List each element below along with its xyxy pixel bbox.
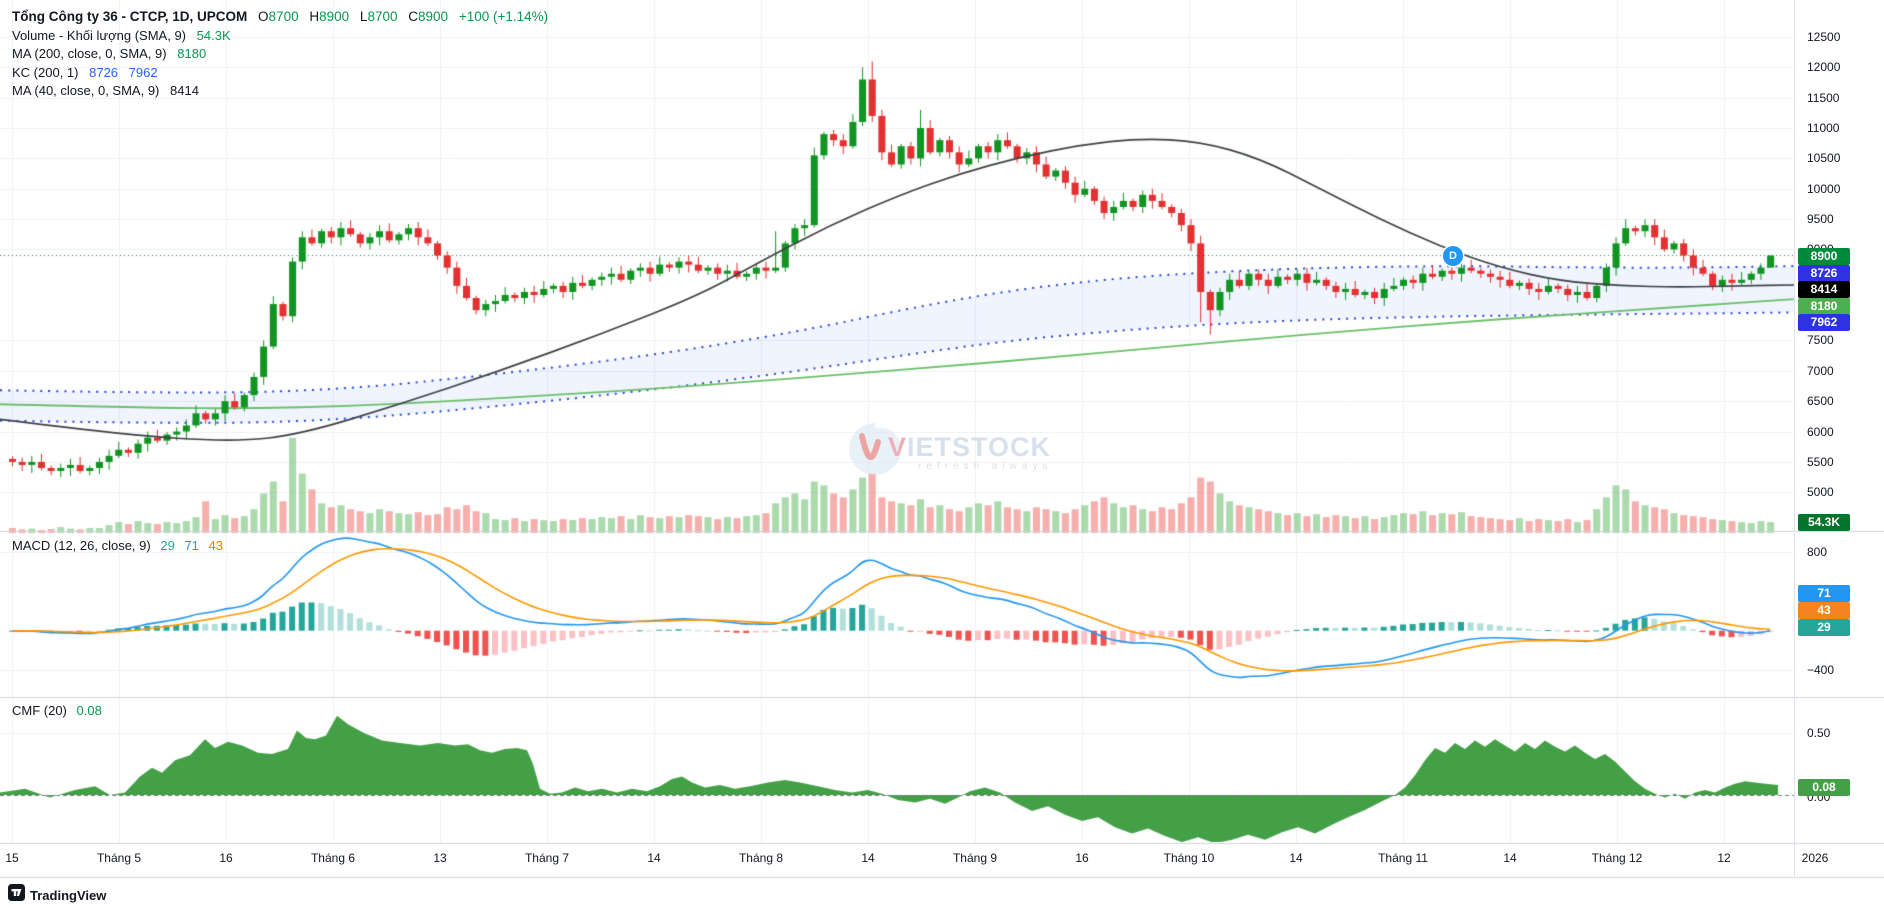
axis-price-badge: 8180 bbox=[1798, 297, 1850, 315]
axis-tick-label: 10000 bbox=[1807, 182, 1841, 196]
price-axis[interactable]: 1250012000115001100010500100009500900075… bbox=[1794, 0, 1884, 877]
axis-tick-label: 10500 bbox=[1807, 151, 1841, 165]
time-axis-label: Tháng 12 bbox=[1591, 851, 1643, 865]
macd-line-value: 71 bbox=[184, 538, 199, 553]
time-axis-label: Tháng 5 bbox=[96, 851, 142, 865]
low-label: L bbox=[359, 9, 368, 24]
kc-upper-value: 8726 bbox=[89, 64, 119, 80]
ma40-label: MA (40, close, 0, SMA, 9) bbox=[12, 83, 160, 98]
cmf-legend[interactable]: CMF (20) 0.08 bbox=[12, 703, 102, 718]
time-axis-label: 14 bbox=[647, 851, 661, 865]
time-axis-label: Tháng 8 bbox=[738, 851, 784, 865]
axis-tick-label: 5500 bbox=[1807, 455, 1834, 469]
tradingview-brand: TradingView bbox=[30, 887, 107, 903]
time-axis-label: 16 bbox=[219, 851, 233, 865]
macd-label: MACD (12, 26, close, 9) bbox=[12, 538, 151, 553]
axis-tick-label: 5000 bbox=[1807, 485, 1834, 499]
time-axis-label: 2026 bbox=[1801, 851, 1829, 865]
high-value: 8900 bbox=[319, 9, 350, 24]
ma40-value: 8414 bbox=[170, 83, 199, 98]
tradingview-logo-icon bbox=[8, 884, 25, 906]
close-value: 8900 bbox=[418, 9, 449, 24]
axis-tick-label: −400 bbox=[1807, 663, 1835, 677]
axis-tick-label: 12500 bbox=[1807, 30, 1841, 44]
macd-hist-value: 29 bbox=[160, 538, 175, 553]
dividend-marker[interactable]: D bbox=[1443, 246, 1463, 266]
volume-label: Volume - Khối lượng (SMA, 9) bbox=[12, 27, 187, 43]
volume-legend-row[interactable]: Volume - Khối lượng (SMA, 9) 54.3K bbox=[12, 27, 548, 46]
axis-tick-label: 7000 bbox=[1807, 364, 1834, 378]
axis-price-badge: 7962 bbox=[1798, 313, 1850, 331]
symbol-legend[interactable]: Tổng Công ty 36 - CTCP, 1D, UPCOM O8700 … bbox=[12, 8, 548, 101]
axis-price-badge: 54.3K bbox=[1798, 513, 1850, 531]
symbol-title-row[interactable]: Tổng Công ty 36 - CTCP, 1D, UPCOM O8700 … bbox=[12, 8, 548, 27]
axis-tick-label: 800 bbox=[1807, 545, 1828, 559]
macd-signal-value: 43 bbox=[208, 538, 223, 553]
change-value: +100 (+1.14%) bbox=[458, 9, 549, 24]
time-axis-label: 14 bbox=[861, 851, 875, 865]
axis-price-badge: 0.08 bbox=[1798, 778, 1850, 796]
kc-lower-value: 7962 bbox=[128, 64, 158, 80]
time-axis-label: 16 bbox=[1075, 851, 1089, 865]
axis-tick-label: 12000 bbox=[1807, 60, 1841, 74]
symbol-title: Tổng Công ty 36 - CTCP, 1D, UPCOM bbox=[12, 9, 248, 24]
axis-price-badge: 29 bbox=[1798, 618, 1850, 636]
kc-label: KC (200, 1) bbox=[12, 64, 79, 80]
axis-tick-label: 7500 bbox=[1807, 333, 1834, 347]
ma40-legend-row[interactable]: MA (40, close, 0, SMA, 9) 8414 bbox=[12, 82, 548, 101]
time-axis-label: Tháng 10 bbox=[1163, 851, 1215, 865]
time-axis-label: Tháng 9 bbox=[952, 851, 998, 865]
axis-tick-label: 11500 bbox=[1807, 91, 1840, 105]
axis-price-badge: 8414 bbox=[1798, 280, 1850, 298]
ma200-legend-row[interactable]: MA (200, close, 0, SMA, 9) 8180 bbox=[12, 45, 548, 64]
time-axis-label: Tháng 6 bbox=[310, 851, 356, 865]
volume-value: 54.3K bbox=[196, 27, 231, 43]
open-value: 8700 bbox=[268, 9, 299, 24]
time-axis-label: 14 bbox=[1289, 851, 1303, 865]
time-axis-label: 13 bbox=[433, 851, 447, 865]
axis-price-badge: 8726 bbox=[1798, 264, 1850, 282]
close-label: C bbox=[408, 9, 418, 24]
axis-tick-label: 0.50 bbox=[1807, 726, 1831, 740]
time-axis-label: 14 bbox=[1503, 851, 1517, 865]
axis-price-badge: 43 bbox=[1798, 601, 1850, 619]
axis-tick-label: 6000 bbox=[1807, 425, 1834, 439]
tradingview-attribution[interactable]: TradingView bbox=[8, 884, 106, 906]
open-label: O bbox=[258, 9, 269, 24]
axis-tick-label: 9500 bbox=[1807, 212, 1834, 226]
time-axis-label: 12 bbox=[1717, 851, 1731, 865]
ma200-value: 8180 bbox=[177, 46, 207, 61]
ma200-label: MA (200, close, 0, SMA, 9) bbox=[12, 46, 167, 61]
cmf-label: CMF (20) bbox=[12, 703, 67, 718]
time-axis-label: 15 bbox=[5, 851, 19, 865]
time-axis[interactable]: 15 Tháng 5 16 Tháng 6 13 Tháng 7 14 Tháng 8 14 Th… bbox=[0, 843, 1884, 877]
cmf-value: 0.08 bbox=[76, 703, 102, 718]
macd-legend[interactable]: MACD (12, 26, close, 9) 29 71 43 bbox=[12, 538, 223, 553]
axis-price-badge: 71 bbox=[1798, 584, 1850, 602]
kc-legend-row[interactable]: KC (200, 1) 8726 7962 bbox=[12, 64, 548, 83]
time-axis-label: Tháng 7 bbox=[524, 851, 570, 865]
axis-tick-label: 6500 bbox=[1807, 394, 1834, 408]
low-value: 8700 bbox=[367, 9, 398, 24]
axis-tick-label: 11000 bbox=[1807, 121, 1840, 135]
axis-price-badge: 8900 bbox=[1798, 247, 1850, 265]
time-axis-label: Tháng 11 bbox=[1378, 851, 1428, 865]
high-label: H bbox=[309, 9, 320, 24]
